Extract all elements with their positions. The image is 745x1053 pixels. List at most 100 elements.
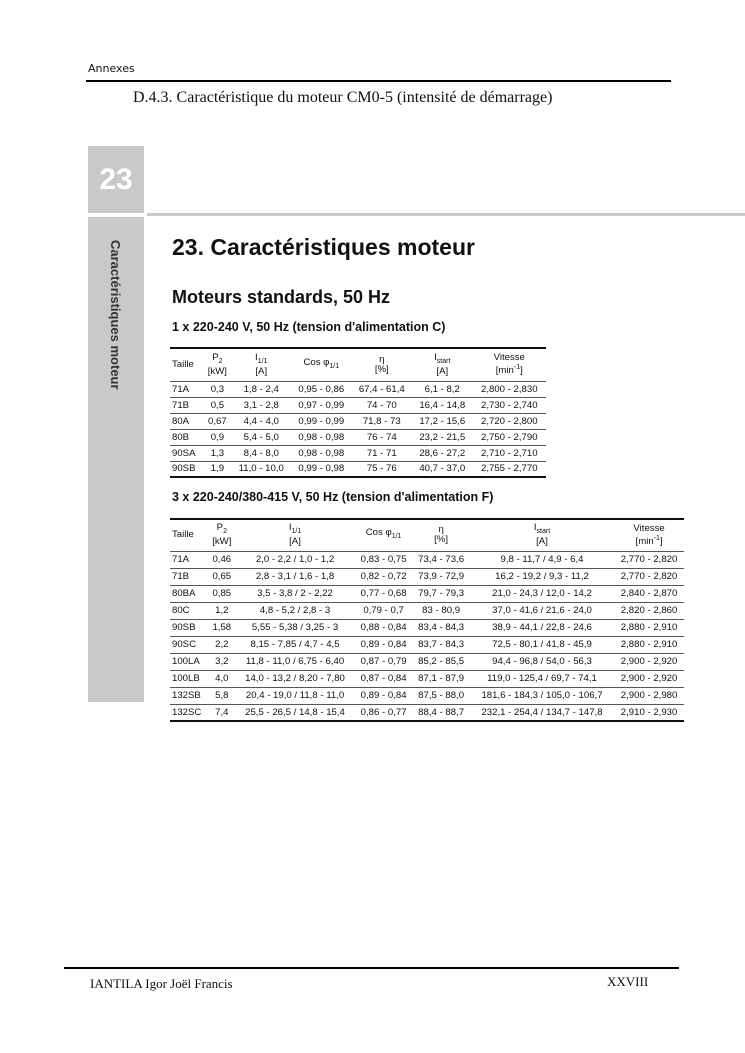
table-cell: 16,4 - 14,8 (412, 396, 473, 413)
table-row: 132SB 5,8 20,4 - 19,0 / 11,8 - 11,0 0,89 - … (170, 686, 684, 704)
table-cell: 0,87 - 0,79 (354, 652, 413, 670)
table-cell: 0,88 - 0,84 (354, 618, 413, 636)
table-cell: 75 - 76 (351, 460, 413, 478)
table-cell: 71A (170, 550, 209, 568)
table-cell: 1,58 (208, 618, 236, 636)
table-row: 132SC 7,4 25,5 - 26,5 / 14,8 - 15,4 0,86 - … (170, 703, 684, 722)
table-cell: 4,4 - 4,0 (231, 412, 292, 429)
table-cell: 72,5 - 80,1 / 41,8 - 45,9 (469, 635, 615, 653)
table-cell: 2,840 - 2,870 (614, 584, 684, 602)
col-cos: Cos φ1/1 (365, 527, 402, 541)
table-cell: 74 - 70 (351, 396, 413, 413)
table-cell: 21,0 - 24,3 / 12,0 - 14,2 (469, 584, 615, 602)
table-cell: 9,8 - 11,7 / 4,9 - 6,4 (469, 550, 615, 568)
table-cell: 16,2 - 19,2 / 9,3 - 11,2 (469, 567, 615, 585)
table-cell: 80A (170, 412, 204, 429)
table-cell: 73,4 - 73,6 (412, 550, 470, 568)
table-cell: 88,4 - 88,7 (412, 703, 470, 722)
table-cell: 232,1 - 254,4 / 134,7 - 147,8 (469, 703, 615, 722)
table-row: 100LA 3,2 11,8 - 11,0 / 6,75 - 6,40 0,87 - … (170, 652, 684, 670)
col-p2: P2 [kW] (207, 351, 227, 377)
table-cell: 2,720 - 2,800 (472, 412, 546, 429)
table-cell: 2,820 - 2,860 (614, 601, 684, 619)
table-cell: 83,7 - 84,3 (412, 635, 470, 653)
table-cell: 7,4 (208, 703, 236, 722)
table-cell: 0,83 - 0,75 (354, 550, 413, 568)
table-cell: 132SB (170, 686, 209, 704)
table-cell: 2,880 - 2,910 (614, 635, 684, 653)
table-cell: 0,82 - 0,72 (354, 567, 413, 585)
running-header: Annexes (88, 62, 135, 75)
table-cell: 85,2 - 85,5 (412, 652, 470, 670)
table-cell: 14,0 - 13,2 / 8,20 - 7,80 (235, 669, 355, 687)
table-cell: 4,0 (208, 669, 236, 687)
table-cell: 0,98 - 0,98 (291, 428, 352, 445)
table-cell: 100LB (170, 669, 209, 687)
table-cell: 5,55 - 5,38 / 3,25 - 3 (235, 618, 355, 636)
table2-caption: 3 x 220-240/380-415 V, 50 Hz (tension d'… (172, 490, 494, 504)
side-tab-label-wrap: Caractéristiques moteur (88, 240, 144, 440)
table-header-row: Taille P2 [kW] I1/1 [A] Cos φ1/1 η [%] Ista… (170, 519, 684, 551)
chapter-number-box: 23 (88, 146, 144, 213)
side-tab-label: Caractéristiques moteur (108, 240, 123, 390)
table-cell: 0,5 (203, 396, 232, 413)
section-title: D.4.3. Caractéristique du moteur CM0-5 (… (133, 89, 553, 106)
table-cell: 2,2 (208, 635, 236, 653)
table-cell: 0,77 - 0,68 (354, 584, 413, 602)
table-cell: 132SC (170, 703, 209, 722)
side-tab (88, 217, 144, 702)
table-cell: 80B (170, 428, 204, 445)
table-cell: 0,9 (203, 428, 232, 445)
page-number: XXVIII (607, 974, 649, 989)
table-row: 90SC 2,2 8,15 - 7,85 / 4,7 - 4,5 0,89 - 0,8… (170, 635, 684, 653)
table-cell: 3,1 - 2,8 (231, 396, 292, 413)
table-cell: 2,770 - 2,820 (614, 567, 684, 585)
table-cell: 1,8 - 2,4 (231, 380, 292, 397)
table-cell: 1,2 (208, 601, 236, 619)
table-row: 80A 0,67 4,4 - 4,0 0,99 - 0,99 71,8 - 73 17,2… (170, 412, 546, 429)
table-cell: 73,9 - 72,9 (412, 567, 470, 585)
table-cell: 67,4 - 61,4 (351, 380, 413, 397)
table-cell: 25,5 - 26,5 / 14,8 - 15,4 (235, 703, 355, 722)
col-taille: Taille (172, 358, 194, 370)
col-p2: P2 [kW] (212, 522, 232, 548)
table-single-phase: Taille P2 [kW] I1/1 [A] Cos φ1/1 η [%] Ista… (170, 347, 546, 478)
table-row: 100LB 4,0 14,0 - 13,2 / 8,20 - 7,80 0,87 - … (170, 669, 684, 687)
table-cell: 119,0 - 125,4 / 69,7 - 74,1 (469, 669, 615, 687)
table-cell: 100LA (170, 652, 209, 670)
table-cell: 71 - 71 (351, 444, 413, 461)
table-cell: 37,0 - 41,6 / 21,6 - 24,0 (469, 601, 615, 619)
table-cell: 71,8 - 73 (351, 412, 413, 429)
col-eta: η [%] (374, 353, 389, 375)
table-cell: 90SA (170, 444, 204, 461)
col-istart: Istart [A] (434, 351, 451, 377)
table-cell: 2,900 - 2,980 (614, 686, 684, 704)
table-cell: 2,710 - 2,710 (472, 444, 546, 461)
table-three-phase: Taille P2 [kW] I1/1 [A] Cos φ1/1 η [%] Ista… (170, 518, 684, 722)
table-cell: 2,910 - 2,930 (614, 703, 684, 722)
table-cell: 0,46 (208, 550, 236, 568)
table-row: 71A 0,3 1,8 - 2,4 0,95 - 0,86 67,4 - 61,4 6,1… (170, 380, 546, 397)
table-cell: 71B (170, 396, 204, 413)
table-cell: 87,1 - 87,9 (412, 669, 470, 687)
table-cell: 11,0 - 10,0 (231, 460, 292, 478)
table-cell: 2,900 - 2,920 (614, 652, 684, 670)
subheading: Moteurs standards, 50 Hz (172, 287, 391, 307)
table-cell: 1,3 (203, 444, 232, 461)
col-eta: η [%] (434, 524, 449, 546)
table-cell: 11,8 - 11,0 / 6,75 - 6,40 (235, 652, 355, 670)
footer-rule (64, 967, 679, 969)
table-cell: 2,8 - 3,1 / 1,6 - 1,8 (235, 567, 355, 585)
table-row: 90SA 1,3 8,4 - 8,0 0,98 - 0,98 71 - 71 28,6 -… (170, 444, 546, 461)
col-cos: Cos φ1/1 (303, 356, 340, 370)
table-row: 71B 0,5 3,1 - 2,8 0,97 - 0,99 74 - 70 16,4 - … (170, 396, 546, 413)
table-cell: 2,880 - 2,910 (614, 618, 684, 636)
table-cell: 20,4 - 19,0 / 11,8 - 11,0 (235, 686, 355, 704)
table-cell: 90SC (170, 635, 209, 653)
chapter-rule (147, 213, 745, 216)
col-taille: Taille (172, 529, 194, 541)
table-cell: 2,800 - 2,830 (472, 380, 546, 397)
table-cell: 0,97 - 0,99 (291, 396, 352, 413)
table-cell: 80C (170, 601, 209, 619)
table-cell: 38,9 - 44,1 / 22,8 - 24,6 (469, 618, 615, 636)
